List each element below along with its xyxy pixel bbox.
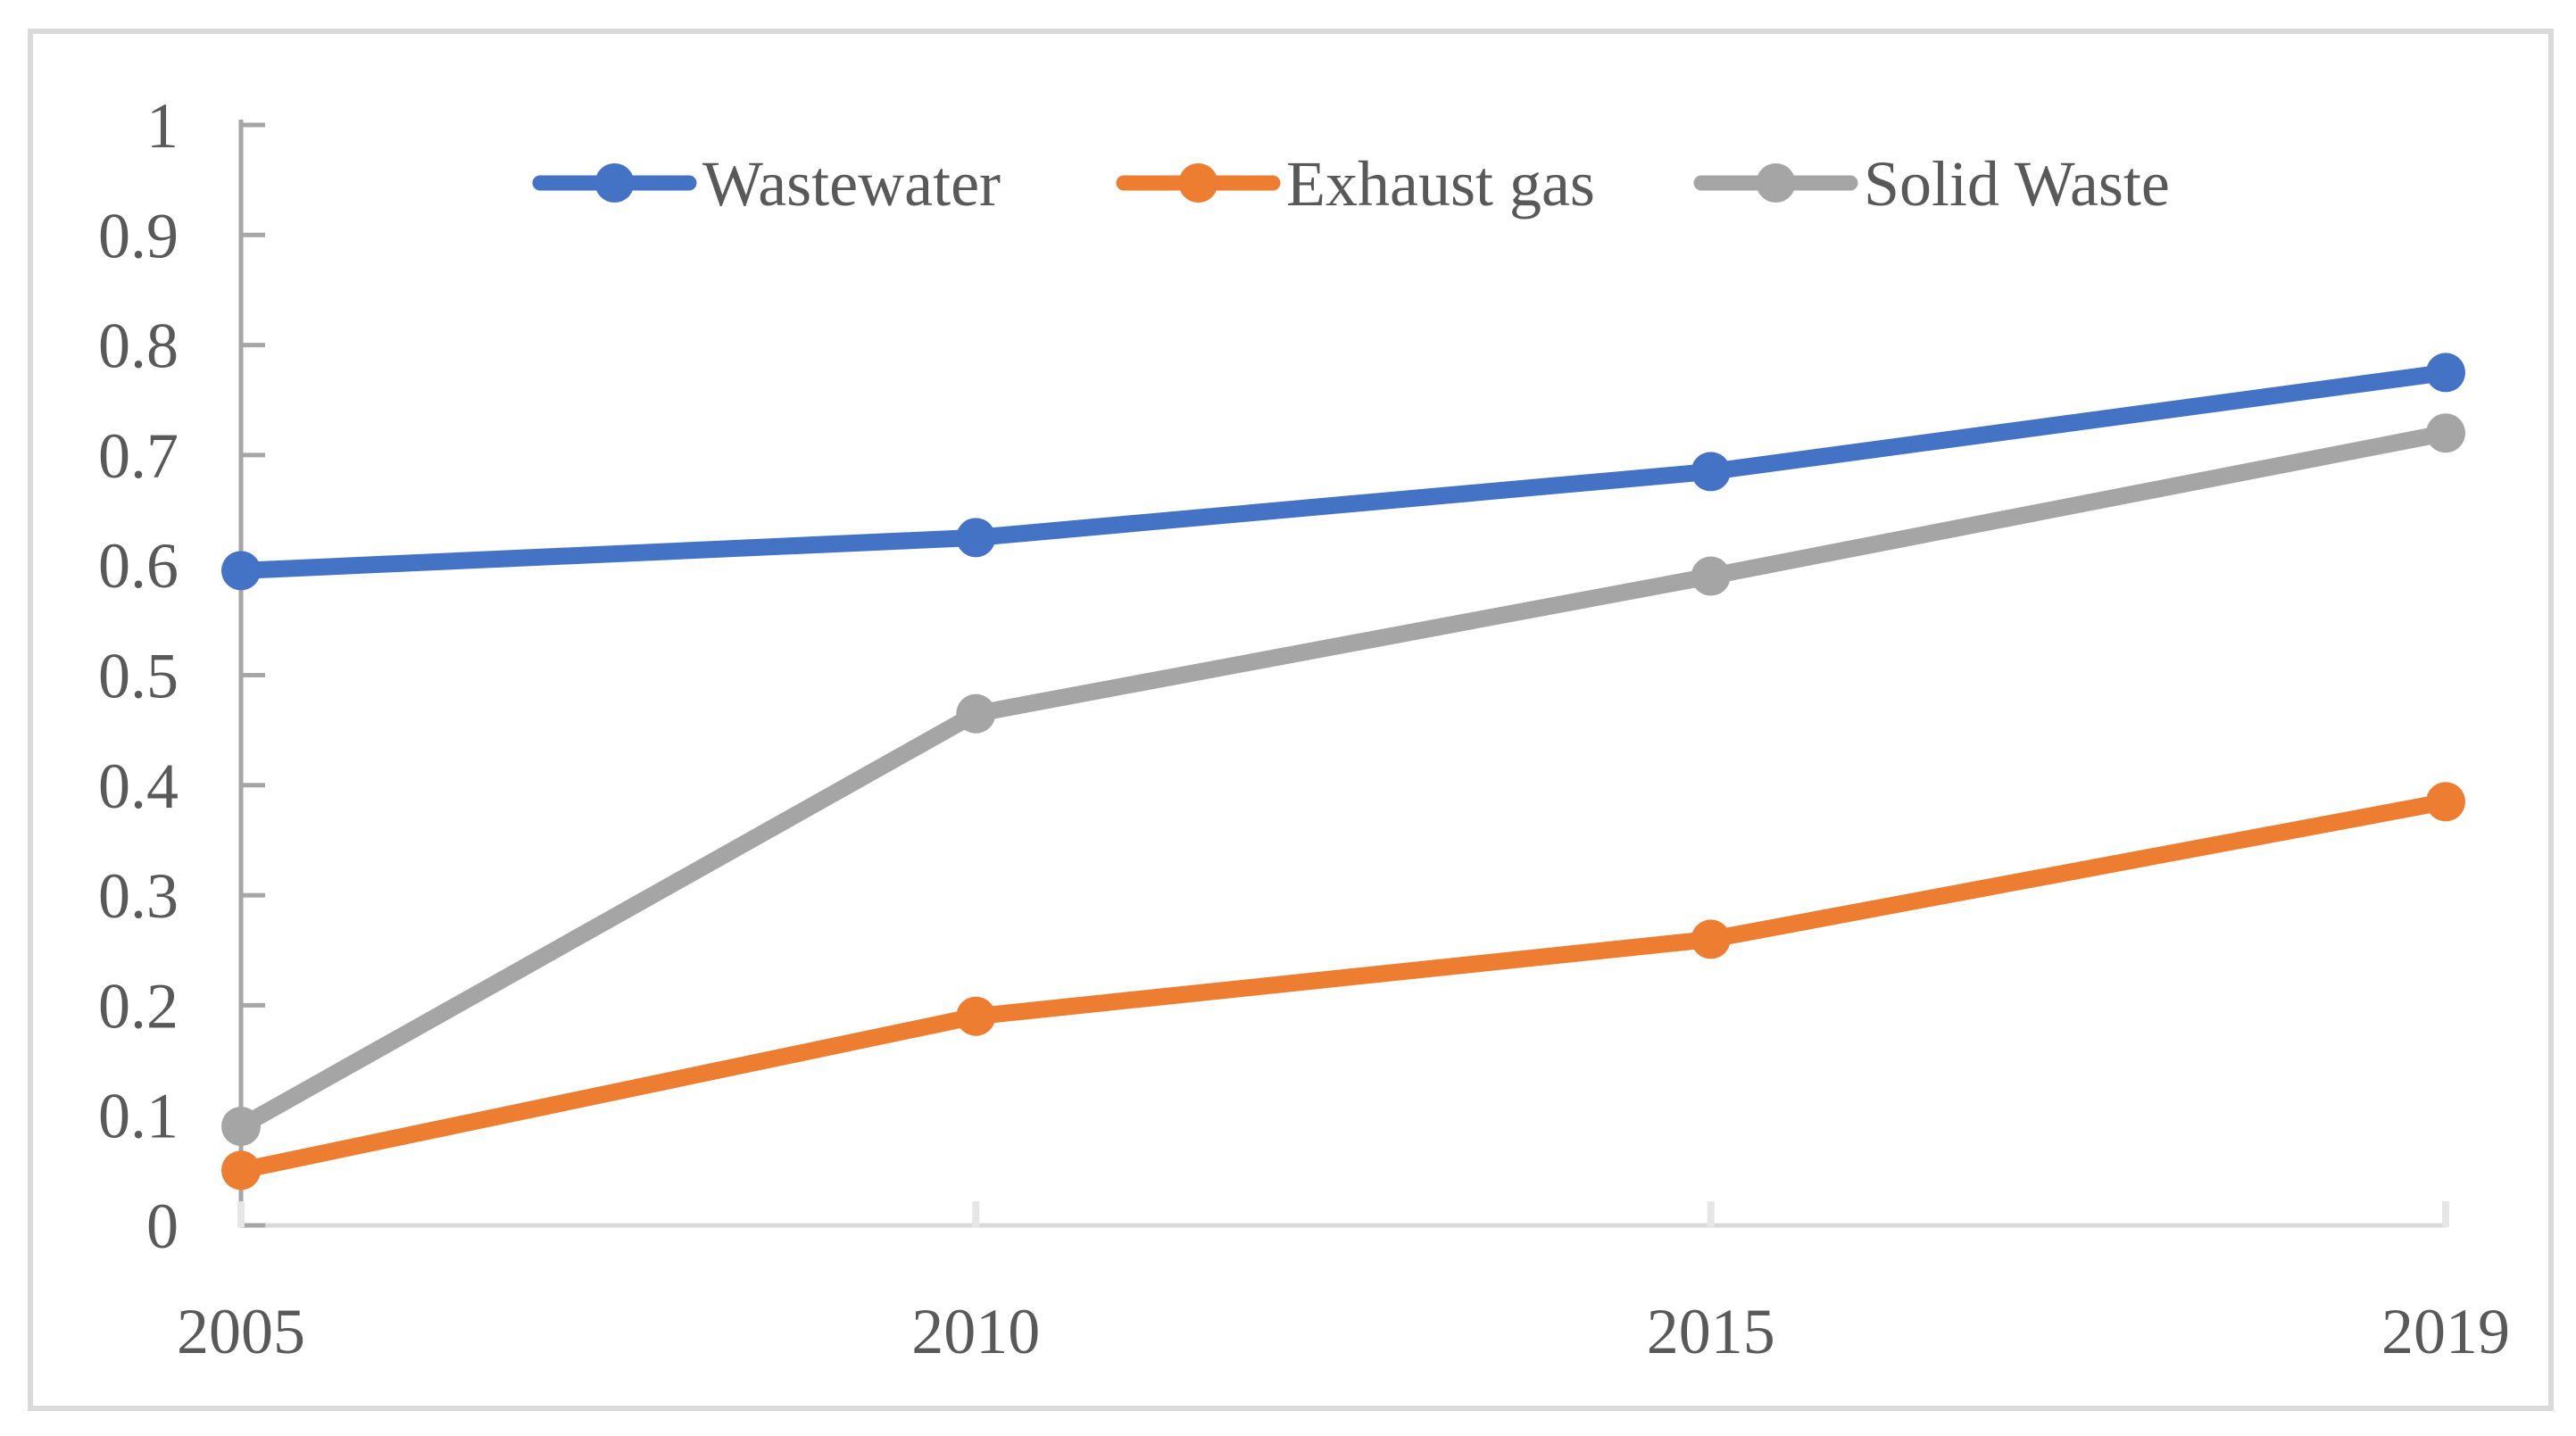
- y-tick-label: 0.7: [98, 420, 179, 492]
- x-tick-label: 2015: [1647, 1296, 1775, 1367]
- y-tick-label: 0.8: [98, 311, 179, 382]
- x-tick-label: 2010: [911, 1296, 1040, 1367]
- data-point-0-2005: [221, 551, 261, 591]
- y-tick-label: 0.3: [98, 860, 179, 932]
- y-tick-label: 0.6: [98, 530, 179, 602]
- data-point-2-2005: [221, 1107, 261, 1147]
- series-line-2: [232, 424, 2455, 1135]
- figure-border: [28, 29, 2554, 1411]
- y-tick-label: 0.4: [98, 751, 179, 822]
- y-tick-label: 0: [146, 1191, 179, 1262]
- y-tick-label: 0.2: [98, 970, 179, 1042]
- x-tick-label: 2019: [2381, 1296, 2510, 1367]
- data-point-0-2015: [1691, 452, 1731, 492]
- legend-label-0: Wastewater: [702, 148, 1001, 220]
- legend-marker-point-2: [1756, 163, 1796, 203]
- series-line-1: [232, 793, 2455, 1179]
- data-point-1-2005: [221, 1150, 261, 1191]
- data-point-0-2010: [956, 518, 996, 558]
- data-point-2-2010: [956, 693, 996, 734]
- data-point-1-2010: [956, 996, 996, 1036]
- y-tick-label: 0.9: [98, 200, 179, 271]
- y-tick-label: 0.5: [98, 641, 179, 712]
- y-tick-label: 0.1: [98, 1081, 179, 1152]
- legend-label-2: Solid Waste: [1864, 148, 2170, 220]
- data-point-0-2019: [2426, 353, 2465, 393]
- legend-marker-point-1: [1178, 163, 1218, 203]
- y-tick-label: 1: [146, 90, 179, 162]
- series-line-0: [232, 363, 2455, 579]
- data-point-1-2019: [2426, 782, 2465, 822]
- legend-marker-point-0: [594, 163, 635, 203]
- data-point-2-2019: [2426, 413, 2465, 453]
- data-point-1-2015: [1691, 919, 1731, 959]
- x-tick-label: 2005: [177, 1296, 305, 1367]
- data-point-2-2015: [1691, 556, 1731, 596]
- legend-label-1: Exhaust gas: [1286, 148, 1595, 220]
